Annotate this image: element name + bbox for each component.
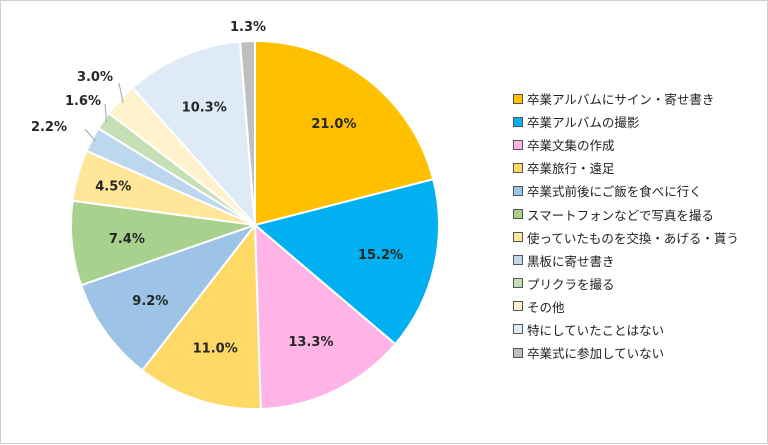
legend-swatch [513,116,523,127]
legend-item-7: 使っていたものを交換・あげる・貰う [513,226,739,249]
legend-item-5: 卒業式前後にご飯を食べに行く [513,179,739,202]
leader-line-10 [118,82,124,103]
data-label-9: 1.6% [65,94,101,109]
legend-item-4: 卒業旅行・遠足 [513,156,739,179]
data-label-10: 3.0% [77,70,113,85]
data-label-12: 1.3% [230,20,266,35]
data-label-5: 9.2% [132,294,168,309]
legend-swatch [513,232,523,243]
legend-label: 使っていたものを交換・あげる・貰う [527,230,739,246]
data-label-6: 7.4% [109,232,145,247]
legend-swatch [513,301,523,312]
legend-item-2: 卒業アルバムの撮影 [513,110,739,133]
legend-item-3: 卒業文集の作成 [513,133,739,156]
legend-label: その他 [527,299,565,315]
legend-swatch [513,93,523,104]
legend-item-9: プリクラを撮る [513,272,739,295]
legend-label: スマートフォンなどで写真を撮る [527,207,714,223]
data-label-4: 11.0% [193,341,238,356]
legend-label: 黒板に寄せ書き [527,253,615,269]
legend-label: 卒業式前後にご飯を食べに行く [527,184,702,200]
data-label-11: 10.3% [182,101,227,116]
legend-item-1: 卒業アルバムにサイン・寄せ書き [513,87,739,110]
pie-slice-1 [254,39,435,227]
legend-label: 卒業アルバムの撮影 [527,115,640,131]
data-label-2: 15.2% [358,248,403,263]
data-label-7: 4.5% [95,179,131,194]
legend-swatch [513,255,523,266]
pie-slice-4 [140,222,262,410]
legend-swatch [513,278,523,289]
pie-slice-12 [238,39,256,226]
pie-slice-11 [131,40,257,228]
legend-swatch [513,324,523,335]
leader-line-9 [104,103,108,123]
legend: 卒業アルバムにサイン・寄せ書き 卒業アルバムの撮影 卒業文集の作成 卒業旅行・遠足卒業… [513,87,739,364]
legend-item-8: 黒板に寄せ書き [513,249,739,272]
data-label-8: 2.2% [31,120,67,135]
legend-item-6: スマートフォンなどで写真を撮る [513,202,739,225]
legend-label: 卒業アルバムにサイン・寄せ書き [527,92,715,108]
legend-swatch [513,347,523,358]
legend-item-11: 特にしていたことはない [513,318,739,341]
legend-item-10: その他 [513,295,739,318]
pie-slice-3 [253,222,397,410]
data-label-3: 13.3% [288,335,333,350]
pie-slice-2 [252,178,440,346]
legend-label: 卒業旅行・遠足 [527,161,615,177]
legend-label: 特にしていたことはない [527,322,665,338]
legend-item-12: 卒業式に参加していない [513,341,739,364]
legend-label: 卒業式に参加していない [527,346,665,362]
data-label-1: 21.0% [311,117,356,132]
legend-label: プリクラを撮る [527,276,615,292]
legend-label: 卒業文集の作成 [527,138,615,154]
legend-swatch [513,139,523,150]
legend-swatch [513,162,523,173]
legend-swatch [513,185,523,196]
legend-swatch [513,209,523,220]
leader-line-8 [84,128,97,142]
pie-slice-5 [79,222,258,372]
